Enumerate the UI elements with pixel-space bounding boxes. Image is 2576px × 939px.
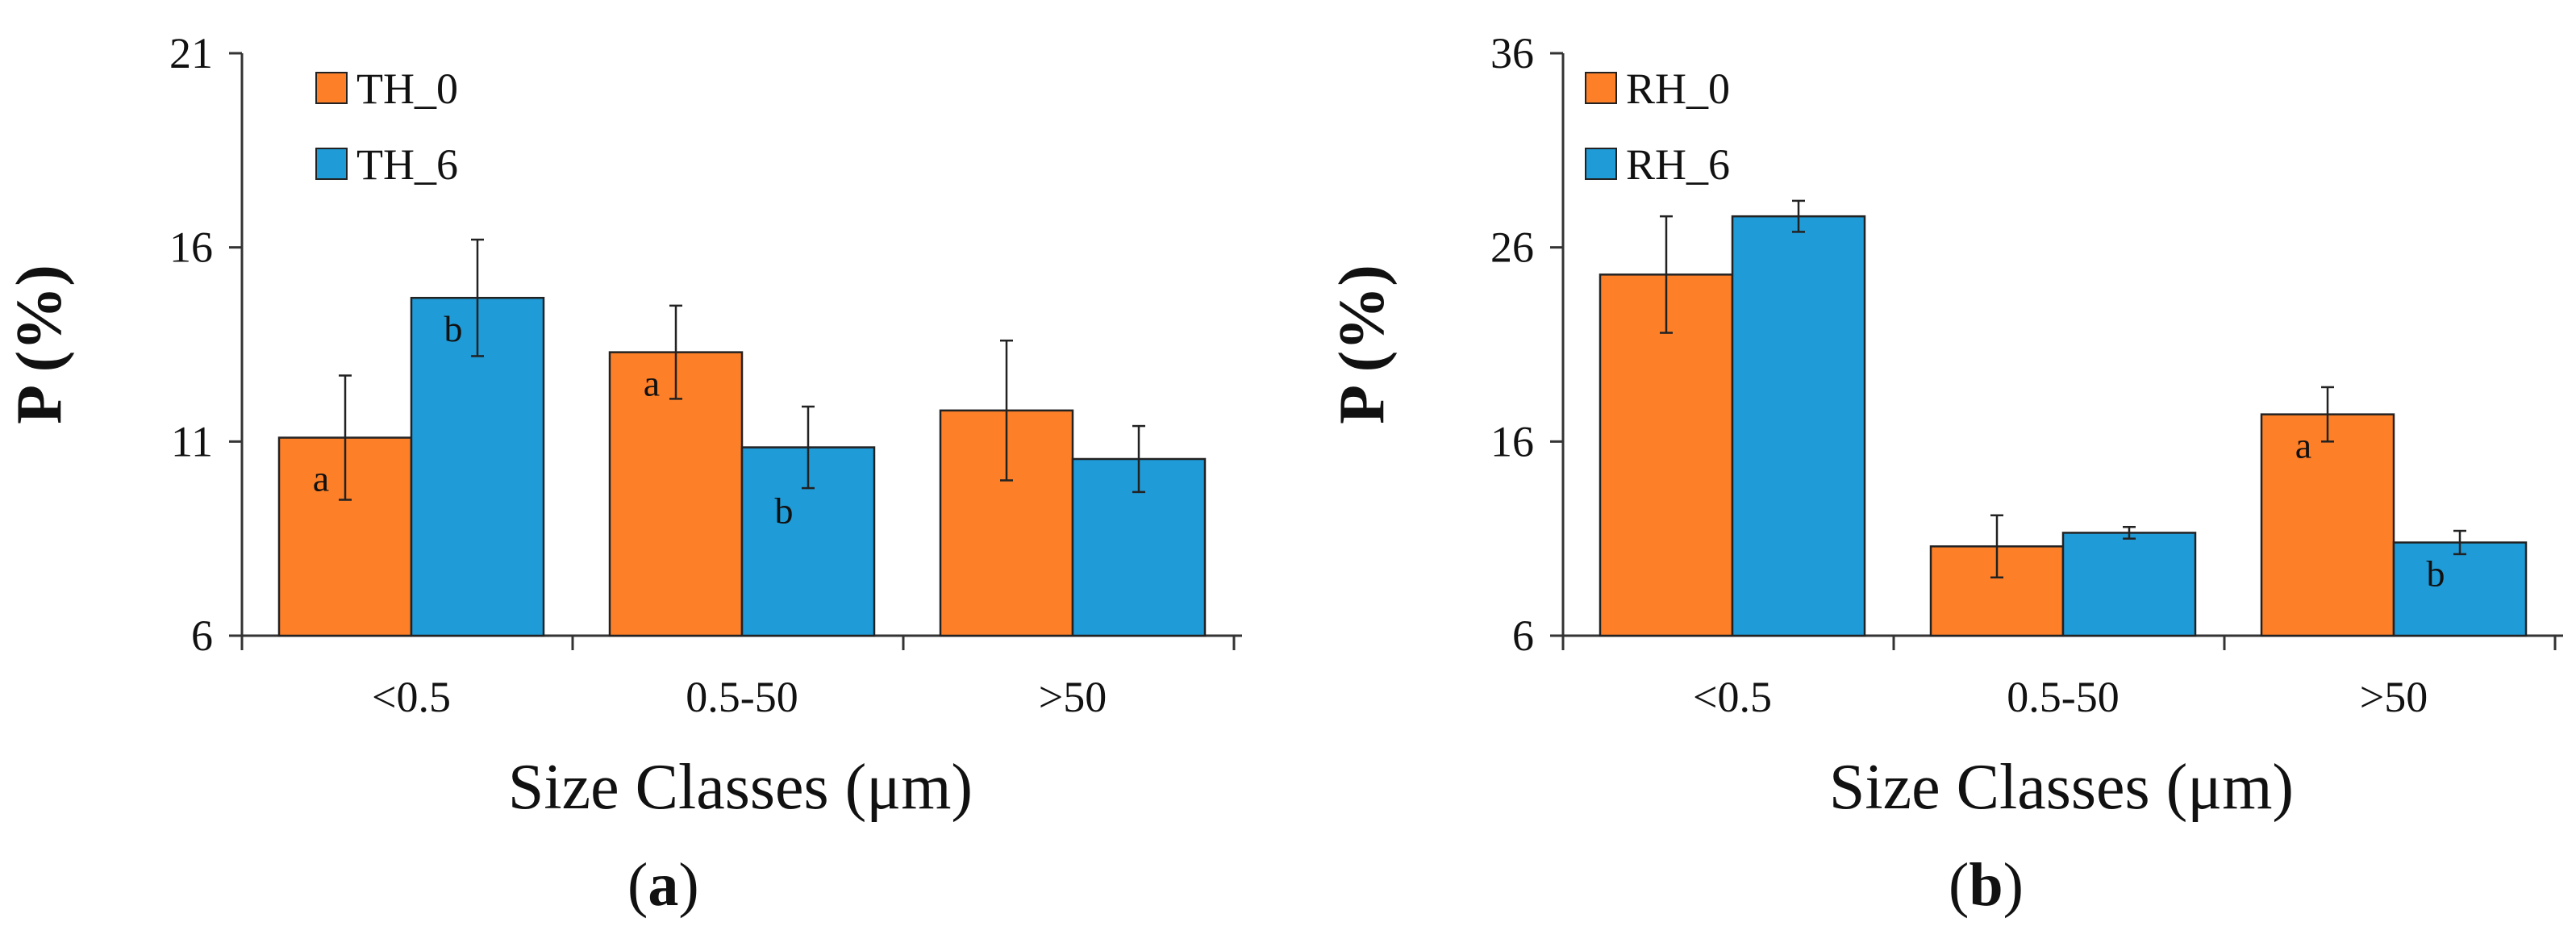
x-axis-title: Size Classes (μm) — [1829, 752, 2294, 823]
y-axis-title: P (%) — [4, 265, 75, 424]
x-tick-label: >50 — [1039, 673, 1107, 721]
legend-label: RH_6 — [1626, 140, 1730, 189]
y-tick-label: 36 — [1490, 29, 1534, 77]
x-tick-label: >50 — [2360, 673, 2428, 721]
y-tick-label: 26 — [1490, 223, 1534, 272]
x-tick-label: <0.5 — [1693, 673, 1772, 721]
y-tick-label: 16 — [1490, 417, 1534, 465]
y-tick-label: 6 — [1512, 611, 1534, 660]
significance-label: b — [2427, 553, 2445, 594]
significance-label: b — [444, 308, 463, 349]
significance-label: a — [2295, 425, 2311, 466]
bar-th-0-1 — [608, 351, 744, 637]
x-axis-title: Size Classes (μm) — [508, 752, 973, 823]
y-tick-label: 11 — [171, 417, 213, 465]
panel-b: 6 16 26 36 <0.5 0.5-50 a b >50 RH_0 RH_6 P (%) Size … — [1327, 29, 2563, 919]
panel-a: 6 11 16 21 a b <0.5 a b 0.5-50 >50 TH_0 TH_6 P (%) Siz… — [4, 29, 1242, 919]
legend-swatch — [1585, 72, 1617, 104]
y-tick-label: 21 — [169, 29, 213, 77]
y-tick-label: 6 — [191, 611, 213, 660]
panel-label: (b) — [1949, 851, 2024, 919]
legend-label: RH_0 — [1626, 65, 1730, 113]
legend-swatch — [1585, 148, 1617, 180]
y-axis-title: P (%) — [1327, 265, 1398, 424]
significance-label: a — [644, 363, 660, 404]
legend-swatch — [315, 72, 348, 104]
legend-swatch — [315, 148, 348, 180]
bar-rh-6-0 — [1731, 215, 1866, 637]
legend-label: TH_6 — [356, 140, 458, 189]
legend-label: TH_0 — [356, 65, 458, 113]
panel-letter: b — [1969, 851, 2003, 919]
panel-label: (a) — [627, 851, 699, 919]
x-tick-label: 0.5-50 — [2007, 673, 2119, 721]
significance-label: a — [313, 458, 329, 499]
y-tick-label: 16 — [169, 223, 213, 272]
x-tick-label: 0.5-50 — [686, 673, 798, 721]
panel-letter: a — [648, 851, 678, 919]
bar-rh-6-2 — [2392, 541, 2528, 637]
bar-rh-0-2 — [2260, 413, 2395, 637]
bar-rh-0-0 — [1599, 273, 1734, 637]
bar-rh-6-1 — [2061, 532, 2197, 637]
x-tick-label: <0.5 — [372, 673, 451, 721]
significance-label: b — [775, 490, 794, 532]
